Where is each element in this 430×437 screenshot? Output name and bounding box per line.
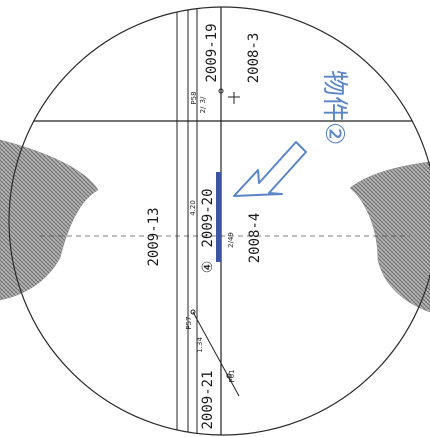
arrow-icon bbox=[233, 141, 307, 197]
point-marker-3 bbox=[218, 88, 224, 94]
parcel-label-2009-13: 2009-13 bbox=[146, 207, 162, 266]
parcel-label-2008-3: 2008-3 bbox=[246, 33, 262, 84]
scale-label: 2/49 bbox=[227, 232, 235, 248]
property-annotation: 物件② bbox=[319, 70, 349, 145]
parcel-label-2009-20: 2009-20 bbox=[200, 188, 216, 247]
point-marker-2 bbox=[226, 373, 232, 379]
ratio-label-1: 2/ bbox=[199, 106, 207, 113]
lens-circle bbox=[8, 6, 430, 436]
distance-label-2: 1.34 bbox=[196, 337, 204, 353]
distance-label: 4.20 bbox=[189, 200, 197, 216]
circled-number-4: ④ bbox=[200, 261, 216, 274]
diagonal-line bbox=[192, 311, 240, 397]
parcel-label-2008-4: 2008-4 bbox=[247, 213, 263, 264]
highlight-bar bbox=[216, 172, 221, 262]
hatched-area-left bbox=[0, 139, 99, 301]
point-marker-1 bbox=[190, 309, 196, 315]
parcel-label-2009-21: 2009-21 bbox=[200, 370, 216, 429]
hatched-area-right bbox=[349, 161, 430, 313]
ratio-label-2: 3/ bbox=[199, 96, 207, 103]
point-label-p58: P58 bbox=[190, 91, 198, 104]
parcel-label-2009-19: 2009-19 bbox=[204, 23, 220, 82]
point-label-p57: P57 bbox=[185, 316, 193, 329]
point-label-p61: P61 bbox=[228, 369, 236, 382]
